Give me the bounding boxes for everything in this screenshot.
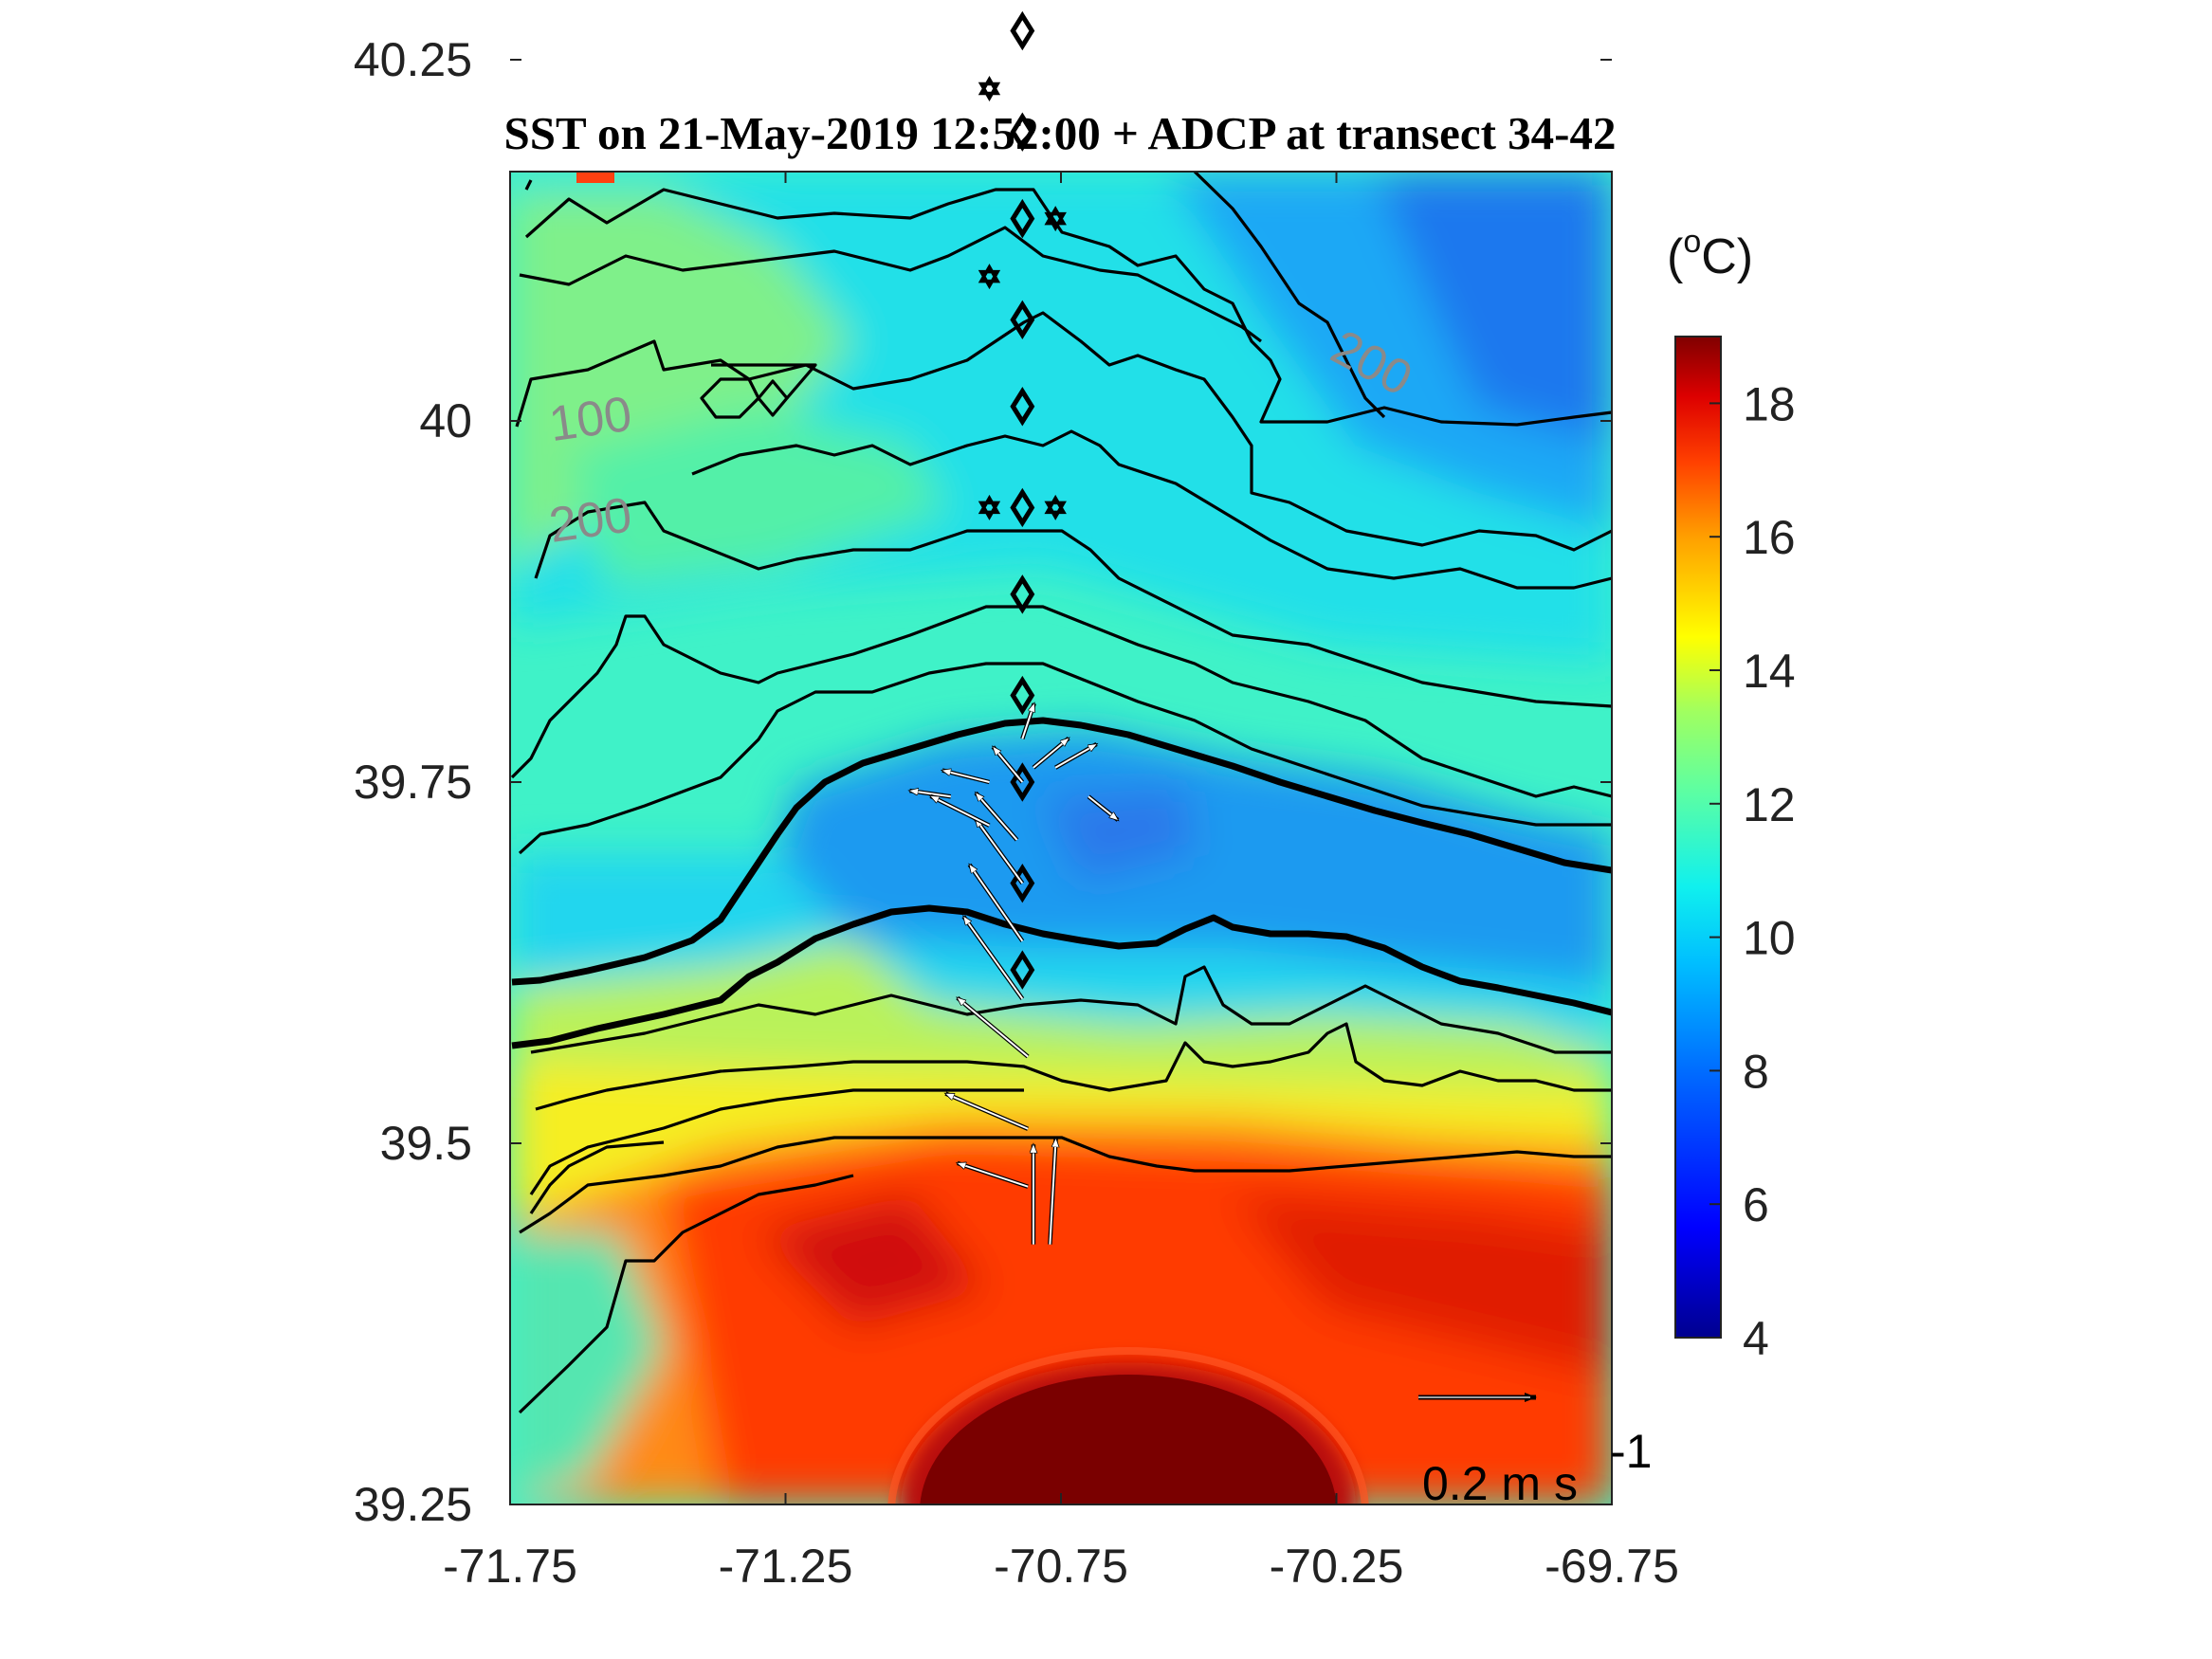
adcp-vector xyxy=(976,818,1024,884)
chart-title: SST on 21-May-2019 12:52:00 + ADCP at tr… xyxy=(503,107,1616,159)
adcp-vector xyxy=(958,1163,1029,1188)
reference-vector: 0.2 m s -1 xyxy=(1418,1393,1652,1510)
adcp-vector xyxy=(963,917,1024,1000)
adcp-vector xyxy=(909,791,951,798)
adcp-vector xyxy=(1033,738,1069,769)
reference-vector-label: 0.2 m s xyxy=(1422,1457,1578,1510)
isobath-100 xyxy=(511,717,1612,986)
adcp-vector xyxy=(1021,703,1033,739)
adcp-vector xyxy=(970,865,1024,942)
isobath-200 xyxy=(511,904,1612,1049)
y-tick-label: 39.5 xyxy=(380,1117,472,1170)
x-tick-label: -71.25 xyxy=(719,1540,853,1593)
transect-station-marker xyxy=(1010,950,1035,990)
colorbar-tick-label: 10 xyxy=(1743,912,1796,965)
isobath-label: 100 xyxy=(546,387,635,453)
adcp-vector xyxy=(1054,744,1096,769)
transect-station-marker xyxy=(1010,387,1035,427)
transect-station-marker xyxy=(1010,300,1035,340)
adcp-vector xyxy=(930,796,990,827)
colorbar-tick-label: 4 xyxy=(1743,1312,1769,1365)
mooring-star-marker xyxy=(978,75,1001,102)
transect-station-marker xyxy=(1010,675,1035,716)
y-tick-label: 40.25 xyxy=(354,33,472,86)
adcp-vector xyxy=(1088,795,1118,820)
x-tick-label: -70.25 xyxy=(1270,1540,1404,1593)
colorbar-tick-label: 12 xyxy=(1743,778,1796,831)
colorbar-gradient xyxy=(1674,336,1722,1339)
y-tick-label: 39.75 xyxy=(354,756,472,809)
adcp-vector xyxy=(942,771,990,783)
colorbar-tick-label: 16 xyxy=(1743,511,1796,564)
isobath-label: 200 xyxy=(546,487,635,554)
transect-station-marker xyxy=(1010,863,1035,903)
reference-vector-unit-exponent: -1 xyxy=(1610,1425,1652,1478)
colorbar-tick-label: 8 xyxy=(1743,1045,1769,1098)
transect-station-marker xyxy=(1010,10,1035,51)
x-tick-label: -71.75 xyxy=(443,1540,577,1593)
x-tick-label: -69.75 xyxy=(1545,1540,1679,1593)
mooring-star-marker xyxy=(1044,206,1067,232)
adcp-vectors xyxy=(909,703,1118,1245)
transect-station-marker xyxy=(1010,487,1035,528)
transect-station-marker xyxy=(1010,112,1035,152)
transect-station-marker xyxy=(1010,574,1035,614)
adcp-vector xyxy=(958,998,1029,1058)
y-tick-label: 40 xyxy=(419,394,472,447)
y-tick-label: 39.25 xyxy=(354,1478,472,1531)
adcp-vector xyxy=(993,747,1024,783)
colorbar-tick-label: 6 xyxy=(1743,1178,1769,1231)
adcp-vector xyxy=(976,793,1018,841)
transect-markers xyxy=(978,10,1067,990)
adcp-vector xyxy=(1049,1139,1055,1245)
x-tick-label: -70.75 xyxy=(994,1540,1128,1593)
adcp-vector xyxy=(945,1092,1029,1130)
mooring-star-marker xyxy=(978,264,1001,290)
colorbar-unit-label: (oC) xyxy=(1667,224,1753,284)
colorbar-tick-label: 14 xyxy=(1743,645,1796,698)
colorbar-tick-label: 18 xyxy=(1743,377,1796,430)
mooring-star-marker xyxy=(978,494,1001,520)
transect-station-marker xyxy=(1010,198,1035,239)
colorbar: 4 6 8 10 12 14 16 18 (oC) xyxy=(1667,224,1796,1365)
mooring-star-marker xyxy=(1044,494,1067,520)
x-axis: -71.75 -71.25 -70.75 -70.25 -69.75 xyxy=(443,172,1679,1593)
